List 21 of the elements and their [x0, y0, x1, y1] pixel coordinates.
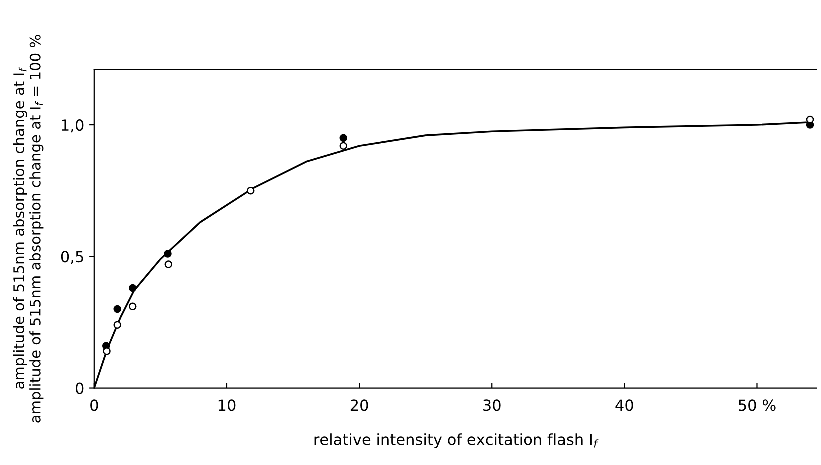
- y-tick-label: 0: [76, 382, 84, 394]
- x-tick-label: 10: [218, 400, 236, 412]
- x-tick-label: 30: [484, 400, 501, 412]
- text: amplitude of 515nm absorption change at I$_{f}$ amplitude of 515nm absorption change at I$_{f}$ = 100 %: [13, 35, 44, 423]
- point: [114, 305, 122, 314]
- y-tick-label: 0,5: [61, 251, 84, 264]
- point: [114, 321, 122, 329]
- point: [128, 302, 137, 311]
- y-tick-label: 1,0: [62, 119, 84, 133]
- x-tick-label: 40: [616, 400, 634, 412]
- point: [128, 284, 137, 292]
- point: [246, 186, 255, 195]
- x-tick-label: 20: [350, 400, 368, 412]
- x-tick-label: 50 %: [739, 400, 776, 412]
- point: [164, 250, 172, 258]
- point: [164, 260, 173, 268]
- x-tick-label: 0: [90, 400, 98, 412]
- x-axis-title: relative intensity of excitation flash I$_{f}$: [314, 434, 599, 448]
- point: [103, 348, 111, 356]
- point: [340, 134, 348, 142]
- point: [340, 142, 348, 150]
